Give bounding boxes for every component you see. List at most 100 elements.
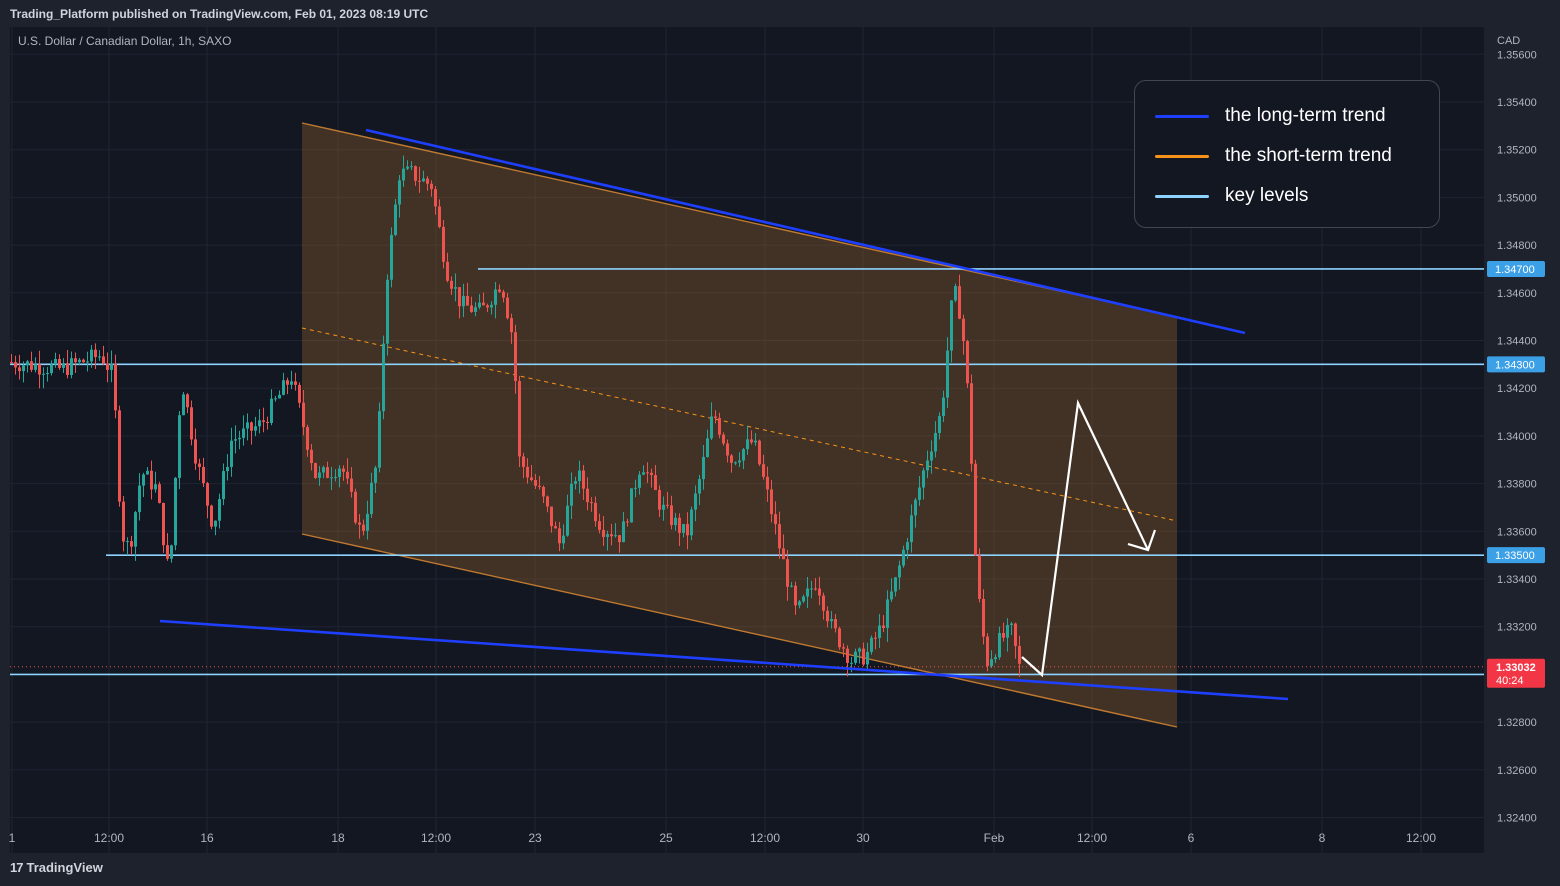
candle-body — [178, 415, 181, 478]
candle-body — [678, 517, 681, 533]
price-tick-label: 1.35600 — [1497, 49, 1537, 61]
candle-body — [470, 305, 473, 312]
candle-body — [598, 521, 601, 530]
price-tick-label: 1.33200 — [1497, 622, 1537, 634]
candle-body — [826, 610, 829, 622]
candle-body — [550, 506, 553, 527]
candle-body — [394, 204, 397, 235]
candle-body — [138, 485, 141, 513]
candle-body — [14, 362, 17, 368]
candle-body — [158, 484, 161, 503]
candle-body — [98, 356, 101, 358]
candle-body — [390, 234, 393, 280]
candle-body — [370, 482, 373, 514]
candle-body — [118, 410, 121, 502]
candle-body — [42, 373, 45, 375]
candle-body — [94, 349, 97, 358]
time-tick-label: 12:00 — [1077, 831, 1107, 845]
candle-body — [726, 443, 729, 456]
legend-item-long-term: the long-term trend — [1155, 105, 1386, 127]
candle-body — [998, 633, 1001, 658]
candle-body — [838, 628, 841, 648]
candle-body — [810, 588, 813, 590]
candle-body — [162, 502, 165, 546]
candle-body — [978, 555, 981, 599]
candle-body — [254, 426, 257, 431]
key-level-tag-label: 1.34700 — [1495, 264, 1535, 276]
candle-body — [926, 460, 929, 471]
candle-body — [274, 398, 277, 400]
tradingview-logo-icon[interactable]: 17 — [10, 860, 24, 875]
candle-body — [638, 474, 641, 488]
candle-body — [1010, 623, 1013, 626]
candle-body — [730, 455, 733, 463]
candle-body — [750, 439, 753, 443]
candle-body — [526, 466, 529, 478]
candle-body — [850, 662, 853, 664]
candle-body — [30, 361, 33, 370]
candle-body — [66, 363, 69, 375]
candle-body — [618, 535, 621, 543]
candle-body — [426, 178, 429, 184]
candle-body — [986, 636, 989, 666]
time-tick-label: 8 — [1319, 831, 1326, 845]
candle-body — [154, 484, 157, 490]
candle-body — [26, 361, 29, 366]
candle-body — [786, 559, 789, 587]
candle-body — [962, 318, 965, 342]
candle-body — [258, 420, 261, 427]
candle-body — [54, 358, 57, 365]
candle-body — [602, 529, 605, 537]
candle-body — [698, 479, 701, 494]
candle-body — [194, 439, 197, 464]
channel-midline — [301, 327, 1178, 522]
brand-name[interactable]: TradingView — [26, 860, 103, 875]
candle-body — [814, 588, 817, 590]
candle-body — [62, 363, 65, 368]
candle-body — [218, 499, 221, 521]
candle-body — [482, 302, 485, 306]
candle-body — [886, 599, 889, 629]
legend: the long-term trend the short-term trend… — [1134, 80, 1440, 228]
candle-body — [582, 470, 585, 489]
candle-body — [418, 180, 421, 182]
candle-body — [866, 651, 869, 665]
candle-body — [694, 493, 697, 510]
candle-body — [334, 476, 337, 478]
candle-body — [106, 363, 109, 370]
candle-body — [610, 534, 613, 537]
candle-body — [406, 166, 409, 169]
candle-body — [910, 515, 913, 543]
candle-body — [230, 440, 233, 467]
candle-body — [282, 380, 285, 395]
candle-body — [966, 341, 969, 384]
candle-body — [906, 542, 909, 550]
candle-body — [382, 343, 385, 412]
candle-body — [126, 541, 129, 543]
candle-body — [674, 517, 677, 526]
price-axis: CAD 1.35600 1.35400 1.35200 1.35000 1.34800 1.… — [1487, 35, 1545, 825]
price-tick-label: 1.35400 — [1497, 97, 1537, 109]
time-axis: 1 12:00 16 18 12:00 23 25 12:00 30 Feb 12:00 6 8 12:0… — [9, 831, 1437, 845]
axis-unit-label: CAD — [1497, 35, 1520, 47]
candle-body — [870, 637, 873, 652]
candle-body — [902, 549, 905, 566]
time-tick-label: 1 — [9, 831, 16, 845]
candle-body — [634, 487, 637, 489]
candle-body — [398, 180, 401, 205]
candle-body — [770, 489, 773, 515]
candles — [10, 155, 1021, 677]
channel-lower-line — [301, 533, 1178, 728]
candle-body — [378, 411, 381, 468]
candle-body — [506, 297, 509, 319]
candle-body — [86, 361, 89, 363]
candle-body — [658, 489, 661, 510]
candle-body — [262, 420, 265, 422]
legend-label: the short-term trend — [1225, 145, 1392, 166]
symbol-title: U.S. Dollar / Canadian Dollar, 1h, SAXO — [18, 34, 232, 48]
candle-body — [722, 434, 725, 444]
candle-body — [562, 535, 565, 544]
candle-body — [702, 456, 705, 480]
candle-body — [446, 261, 449, 281]
